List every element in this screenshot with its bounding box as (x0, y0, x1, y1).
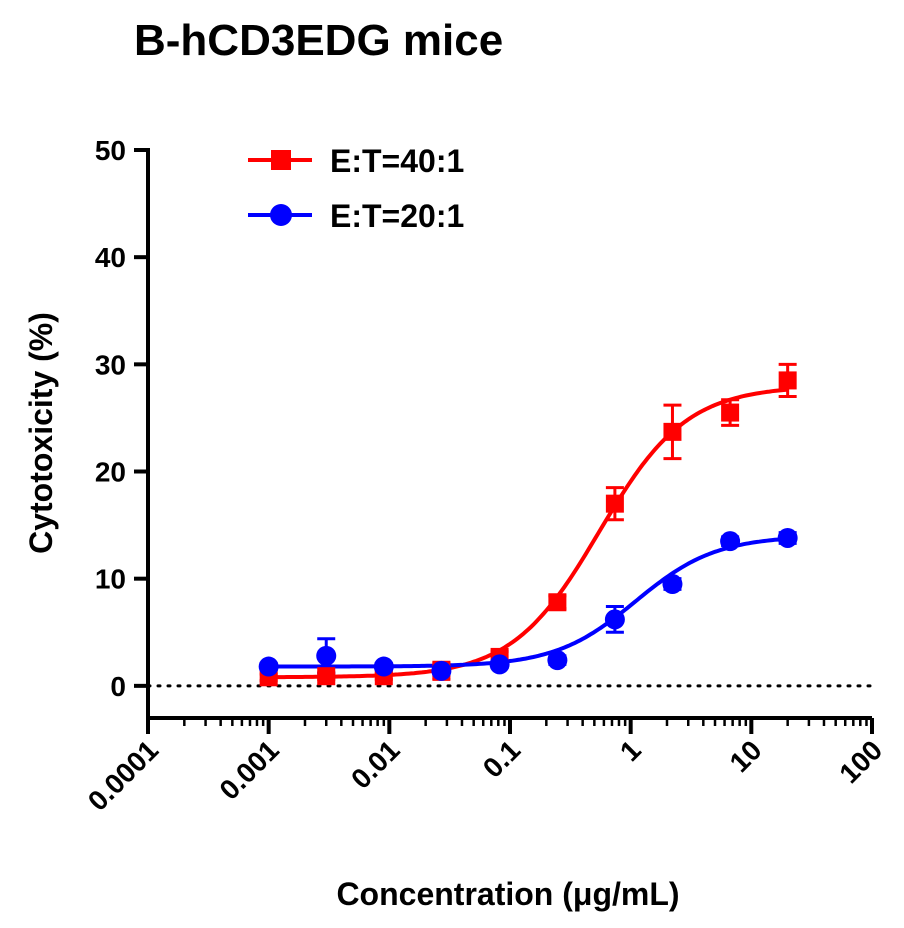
data-point-square (605, 494, 624, 513)
y-tick-label: 30 (95, 349, 126, 380)
fit-curve-series-1 (268, 387, 788, 680)
data-point-circle (373, 656, 394, 677)
y-tick-label: 0 (110, 671, 126, 702)
data-point-circle (777, 527, 798, 548)
data-points (258, 371, 798, 687)
y-axis-ticks: 0 10 20 30 40 50 (95, 135, 148, 702)
data-point-circle (662, 574, 683, 595)
legend: E:T=40:1 E:T=20:1 (248, 143, 464, 234)
fit-curve-series-2 (268, 536, 788, 669)
data-point-circle (431, 660, 452, 681)
y-tick-label: 40 (95, 242, 126, 273)
x-tick-label: 100 (833, 734, 888, 789)
data-point-square (317, 667, 336, 686)
data-point-circle (604, 609, 625, 630)
data-point-circle (316, 645, 337, 666)
legend-label: E:T=40:1 (330, 143, 464, 179)
y-tick-label: 10 (95, 564, 126, 595)
legend-marker-circle (270, 204, 292, 226)
data-point-square (721, 403, 740, 422)
y-tick-label: 20 (95, 457, 126, 488)
x-tick-label: 0.0001 (82, 734, 164, 816)
data-point-circle (547, 650, 568, 671)
data-point-circle (489, 654, 510, 675)
x-tick-label: 0.001 (213, 734, 284, 805)
legend-marker-square (271, 150, 291, 170)
data-point-square (663, 422, 682, 441)
x-tick-label: 0.1 (477, 734, 526, 783)
fit-curves (268, 387, 788, 680)
data-point-square (548, 593, 567, 612)
y-axis-label: Cytotoxicity (%) (23, 312, 59, 554)
legend-label: E:T=20:1 (330, 198, 464, 234)
x-axis-label: Concentration (μg/mL) (336, 876, 679, 912)
error-bars (259, 362, 797, 682)
x-tick-label: 0.01 (345, 734, 405, 794)
chart-title: B-hCD3EDG mice (134, 16, 503, 65)
data-point-circle (720, 531, 741, 552)
x-tick-label: 1 (614, 734, 647, 767)
x-tick-label: 10 (724, 734, 768, 778)
data-point-square (778, 371, 797, 390)
x-axis-ticks: 0.0001 0.001 0.01 0.1 1 10 100 (82, 718, 888, 817)
axes (146, 148, 872, 720)
y-tick-label: 50 (95, 135, 126, 166)
data-point-circle (258, 656, 279, 677)
